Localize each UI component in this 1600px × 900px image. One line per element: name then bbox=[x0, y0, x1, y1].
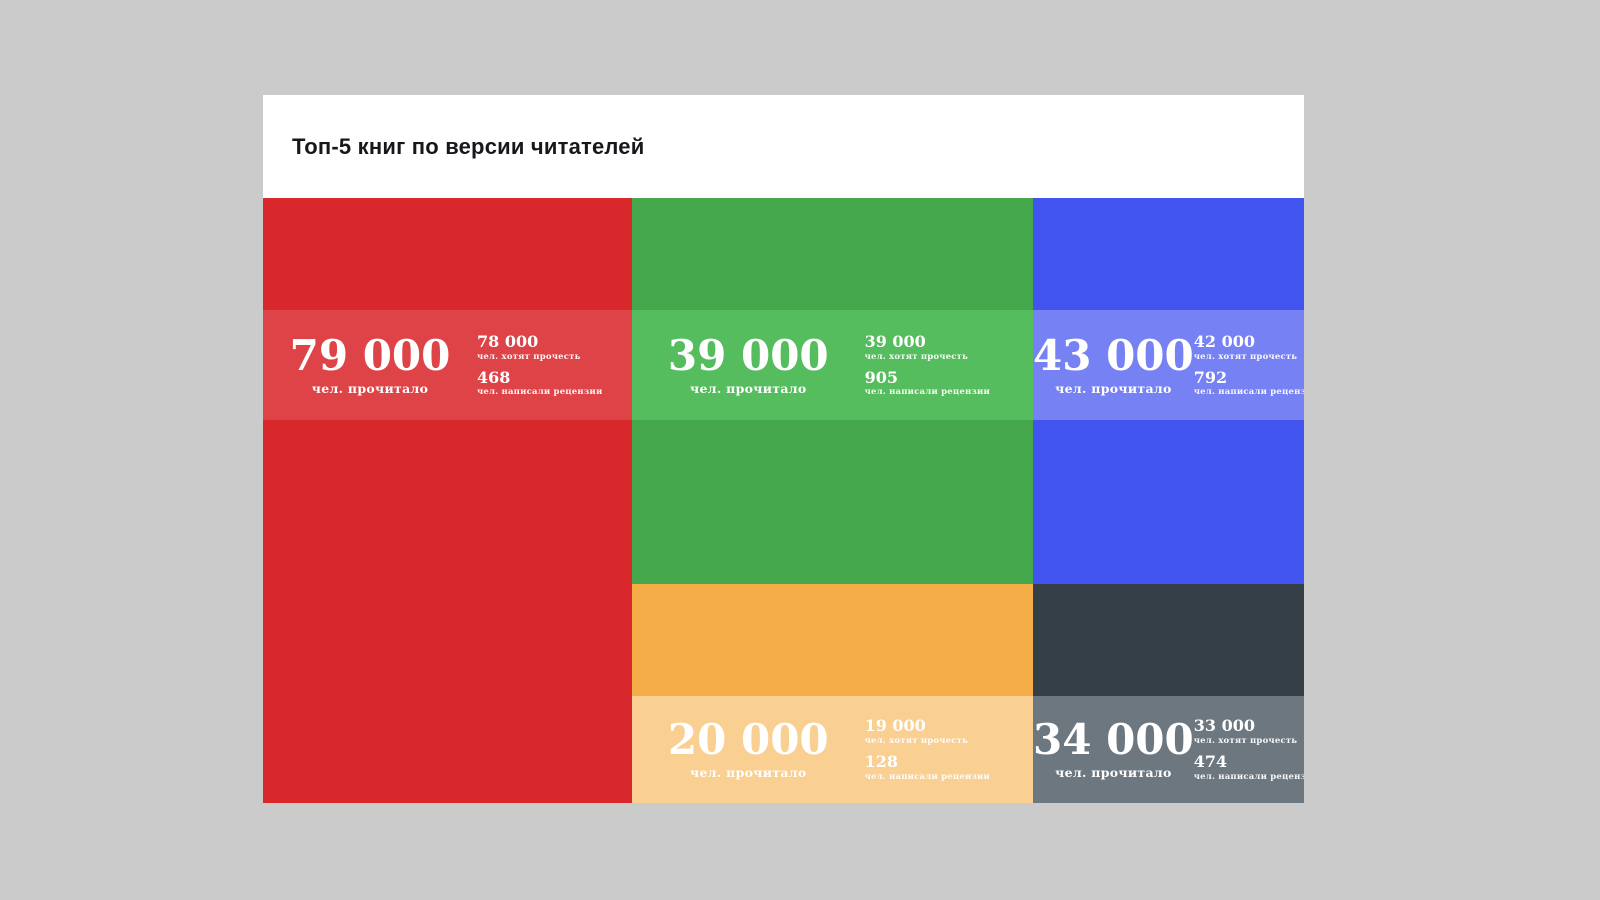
stats-band: 39 000 чел. прочитало 39 000 чел. хотят … bbox=[632, 310, 1033, 420]
secondary-stats: 42 000 чел. хотят прочесть 792 чел. напи… bbox=[1194, 333, 1304, 397]
read-stat: 20 000 чел. прочитало bbox=[632, 715, 865, 781]
reviews-count: 474 bbox=[1193, 752, 1228, 771]
read-count: 79 000 bbox=[289, 330, 451, 380]
reviews-count: 468 bbox=[477, 367, 511, 387]
want-stat: 19 000 чел. хотят прочесть bbox=[865, 717, 1027, 746]
read-count: 34 000 bbox=[1033, 715, 1194, 764]
read-label: чел. прочитало bbox=[311, 380, 429, 396]
stats-band: 79 000 чел. прочитало 78 000 чел. хотят … bbox=[263, 310, 632, 420]
stats-band: 20 000 чел. прочитало 19 000 чел. хотят … bbox=[632, 696, 1033, 803]
reviews-stat: 128 чел. написали рецензии bbox=[865, 753, 1027, 782]
secondary-stats: 39 000 чел. хотят прочесть 905 чел. напи… bbox=[865, 333, 1033, 397]
book-tile-green: 39 000 чел. прочитало 39 000 чел. хотят … bbox=[632, 198, 1033, 584]
secondary-stats: 19 000 чел. хотят прочесть 128 чел. напи… bbox=[865, 717, 1033, 781]
want-label: чел. хотят прочесть bbox=[477, 351, 581, 362]
books-grid: 79 000 чел. прочитало 78 000 чел. хотят … bbox=[263, 198, 1304, 803]
secondary-stats: 33 000 чел. хотят прочесть 474 чел. напи… bbox=[1194, 717, 1304, 781]
want-count: 33 000 bbox=[1193, 716, 1255, 736]
reviews-count: 792 bbox=[1193, 367, 1228, 387]
reviews-label: чел. написали рецензии bbox=[477, 387, 603, 398]
read-stat: 79 000 чел. прочитало bbox=[263, 330, 477, 396]
book-tile-red: 79 000 чел. прочитало 78 000 чел. хотят … bbox=[263, 198, 632, 803]
card-header: Топ-5 книг по версии читателей bbox=[263, 95, 1304, 198]
reviews-label: чел. написали рецензии bbox=[1193, 387, 1304, 398]
reviews-stat: 905 чел. написали рецензии bbox=[864, 367, 1027, 398]
want-count: 19 000 bbox=[864, 716, 926, 736]
want-label: чел. хотят прочесть bbox=[864, 736, 969, 746]
want-stat: 39 000 чел. хотят прочесть bbox=[865, 333, 1027, 362]
reviews-count: 128 bbox=[864, 752, 898, 771]
read-label: чел. прочитало bbox=[1055, 380, 1172, 396]
read-count: 20 000 bbox=[667, 715, 829, 764]
read-stat: 34 000 чел. прочитало bbox=[1033, 715, 1194, 781]
read-stat: 43 000 чел. прочитало bbox=[1033, 330, 1194, 396]
reviews-label: чел. написали рецензии bbox=[864, 771, 991, 782]
want-stat: 33 000 чел. хотят прочесть bbox=[1194, 717, 1304, 746]
want-count: 42 000 bbox=[1193, 331, 1255, 351]
want-stat: 42 000 чел. хотят прочесть bbox=[1194, 333, 1304, 362]
stats-band: 34 000 чел. прочитало 33 000 чел. хотят … bbox=[1033, 696, 1304, 803]
read-count: 43 000 bbox=[1033, 330, 1194, 380]
read-count: 39 000 bbox=[667, 330, 829, 380]
reviews-stat: 468 чел. написали рецензии bbox=[477, 367, 626, 398]
read-stat: 39 000 чел. прочитало bbox=[632, 330, 865, 396]
top5-books-card: Топ-5 книг по версии читателей 79 000 че… bbox=[263, 95, 1304, 803]
want-stat: 78 000 чел. хотят прочесть bbox=[477, 333, 626, 362]
secondary-stats: 78 000 чел. хотят прочесть 468 чел. напи… bbox=[477, 333, 632, 397]
want-count: 39 000 bbox=[864, 331, 926, 351]
read-label: чел. прочитало bbox=[1055, 765, 1172, 780]
want-count: 78 000 bbox=[477, 331, 539, 351]
read-label: чел. прочитало bbox=[690, 380, 807, 396]
page-title: Топ-5 книг по версии читателей bbox=[292, 133, 645, 159]
reviews-count: 905 bbox=[864, 367, 898, 387]
reviews-stat: 792 чел. написали рецензии bbox=[1193, 367, 1304, 398]
book-tile-orange: 20 000 чел. прочитало 19 000 чел. хотят … bbox=[632, 584, 1033, 803]
read-label: чел. прочитало bbox=[690, 765, 807, 780]
reviews-label: чел. написали рецензии bbox=[864, 387, 991, 398]
reviews-stat: 474 чел. написали рецензии bbox=[1194, 753, 1304, 782]
want-label: чел. хотят прочесть bbox=[1193, 736, 1298, 746]
reviews-label: чел. написали рецензии bbox=[1193, 771, 1304, 782]
want-label: чел. хотят прочесть bbox=[1193, 351, 1298, 362]
want-label: чел. хотят прочесть bbox=[864, 351, 969, 362]
stats-band: 43 000 чел. прочитало 42 000 чел. хотят … bbox=[1033, 310, 1304, 420]
book-tile-dark: 34 000 чел. прочитало 33 000 чел. хотят … bbox=[1033, 584, 1304, 803]
book-tile-blue: 43 000 чел. прочитало 42 000 чел. хотят … bbox=[1033, 198, 1304, 584]
